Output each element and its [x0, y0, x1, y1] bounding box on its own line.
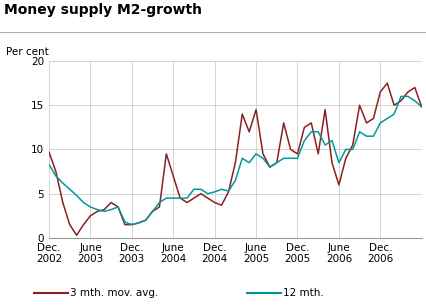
3 mth. mov. avg.	[74, 233, 79, 237]
3 mth. mov. avg.	[122, 223, 127, 226]
12 mth.	[412, 99, 417, 103]
Line: 3 mth. mov. avg.: 3 mth. mov. avg.	[49, 83, 422, 235]
12 mth.	[129, 223, 134, 226]
3 mth. mov. avg.	[419, 105, 424, 109]
3 mth. mov. avg.	[46, 150, 52, 154]
3 mth. mov. avg.	[191, 196, 196, 200]
Text: Per cent: Per cent	[6, 48, 49, 57]
12 mth.	[46, 163, 52, 166]
12 mth.	[143, 218, 148, 222]
12 mth.	[88, 205, 93, 209]
12 mth.	[419, 105, 424, 109]
3 mth. mov. avg.	[391, 103, 397, 107]
Line: 12 mth.: 12 mth.	[49, 96, 422, 224]
12 mth.	[398, 95, 403, 98]
3 mth. mov. avg.	[95, 210, 100, 213]
3 mth. mov. avg.	[143, 218, 148, 222]
Text: 12 mth.: 12 mth.	[283, 288, 324, 298]
3 mth. mov. avg.	[412, 86, 417, 89]
12 mth.	[115, 205, 121, 209]
12 mth.	[385, 117, 390, 120]
Text: 3 mth. mov. avg.: 3 mth. mov. avg.	[70, 288, 158, 298]
Text: Money supply M2-growth: Money supply M2-growth	[4, 3, 202, 17]
12 mth.	[191, 187, 196, 191]
3 mth. mov. avg.	[385, 81, 390, 85]
